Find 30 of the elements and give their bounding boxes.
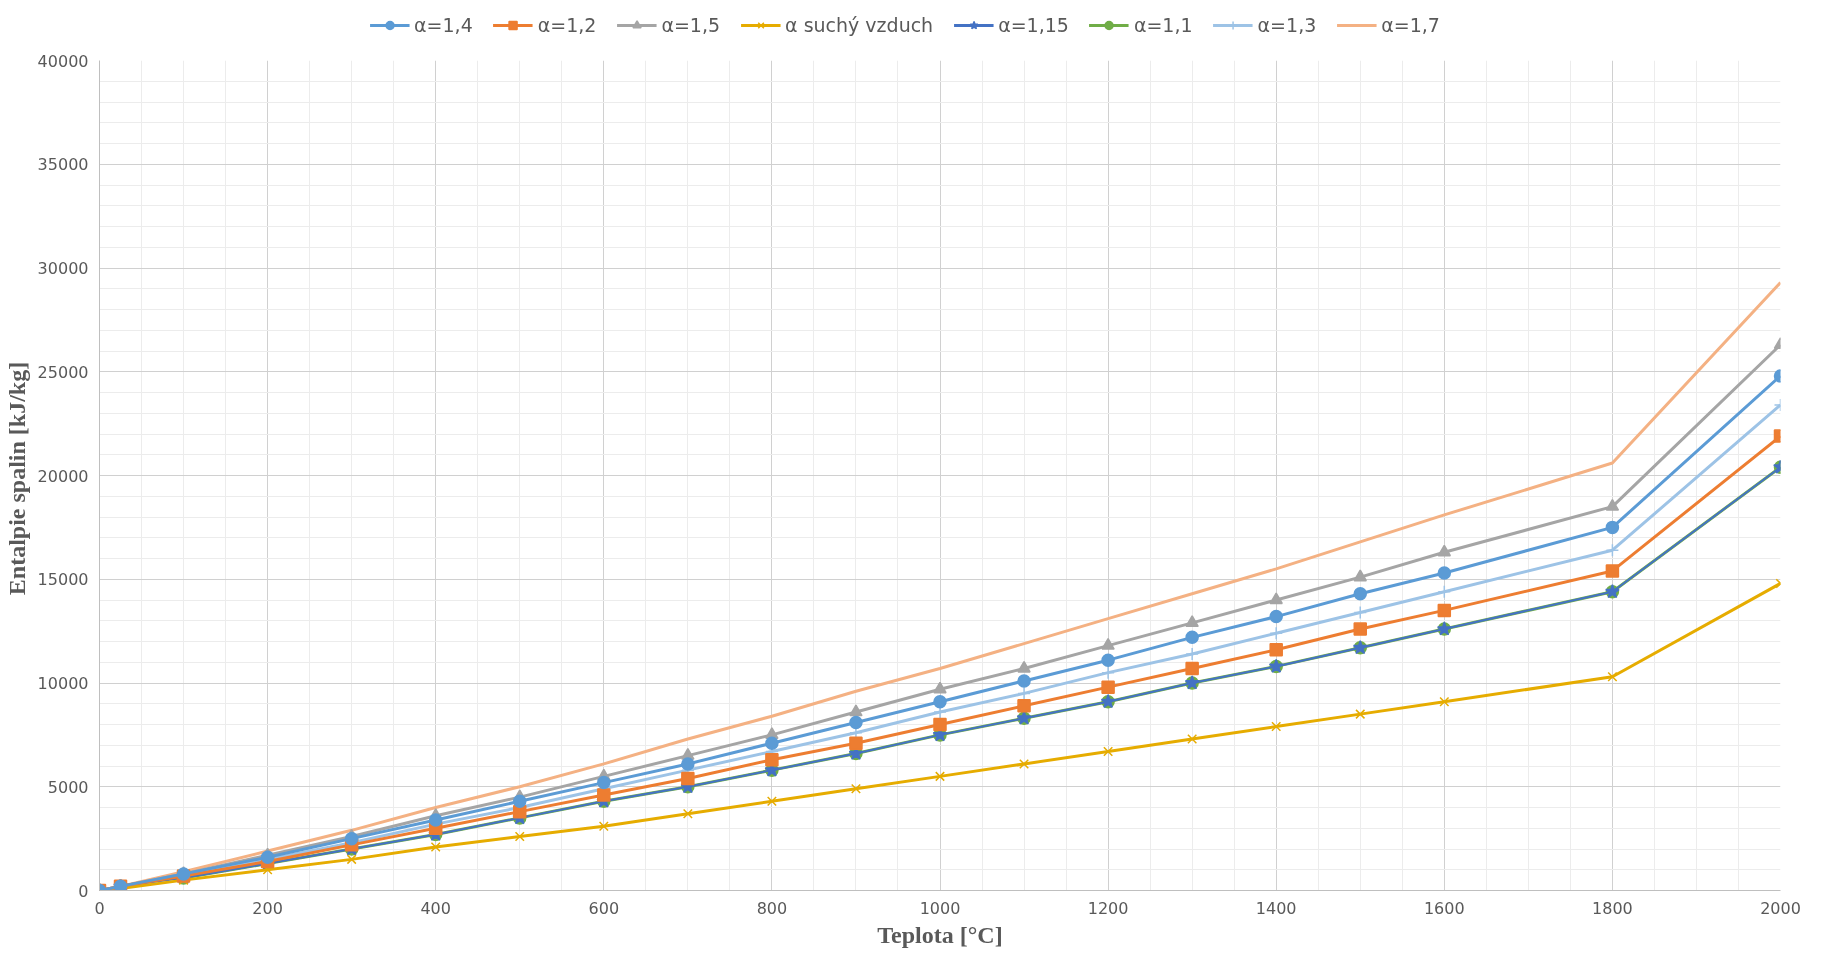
x-tick-label: 800 xyxy=(756,898,788,918)
legend-label: α=1,3 xyxy=(1257,14,1317,36)
legend-label: α=1,7 xyxy=(1381,14,1440,36)
x-tick-label: 1800 xyxy=(1592,898,1633,918)
x-tick-label: 0 xyxy=(94,898,105,918)
y-tick-label: 0 xyxy=(78,881,89,901)
y-tick-label: 10000 xyxy=(37,674,89,693)
y-tick-label: 40000 xyxy=(37,51,89,71)
x-tick-label: 1600 xyxy=(1423,898,1465,918)
x-tick-label: 400 xyxy=(420,898,451,918)
y-tick-label: 30000 xyxy=(37,259,89,278)
legend-label: α=1,2 xyxy=(537,14,597,36)
y-tick-label: 5000 xyxy=(47,777,89,797)
x-tick-label: 200 xyxy=(252,898,283,918)
x-tick-label: 600 xyxy=(588,898,620,918)
x-tick-label: 1400 xyxy=(1255,898,1297,918)
legend-label: α=1,1 xyxy=(1133,14,1193,36)
legend-label: α=1,5 xyxy=(661,14,721,36)
x-tick-label: 1000 xyxy=(919,898,961,918)
legend-label: α suchý vzduch xyxy=(785,14,934,36)
x-axis-title: Teplota [°C] xyxy=(877,921,1003,948)
y-axis-title: Entalpie spalin [kJ/kg] xyxy=(3,361,30,596)
legend-label: α=1,15 xyxy=(998,14,1069,36)
x-tick-label: 1200 xyxy=(1087,898,1129,918)
y-tick-label: 25000 xyxy=(37,362,89,382)
y-tick-label: 15000 xyxy=(37,570,89,590)
x-tick-label: 2000 xyxy=(1760,898,1801,918)
legend-label: α=1,4 xyxy=(414,14,473,36)
y-tick-label: 20000 xyxy=(37,466,89,486)
y-tick-label: 35000 xyxy=(37,155,89,175)
